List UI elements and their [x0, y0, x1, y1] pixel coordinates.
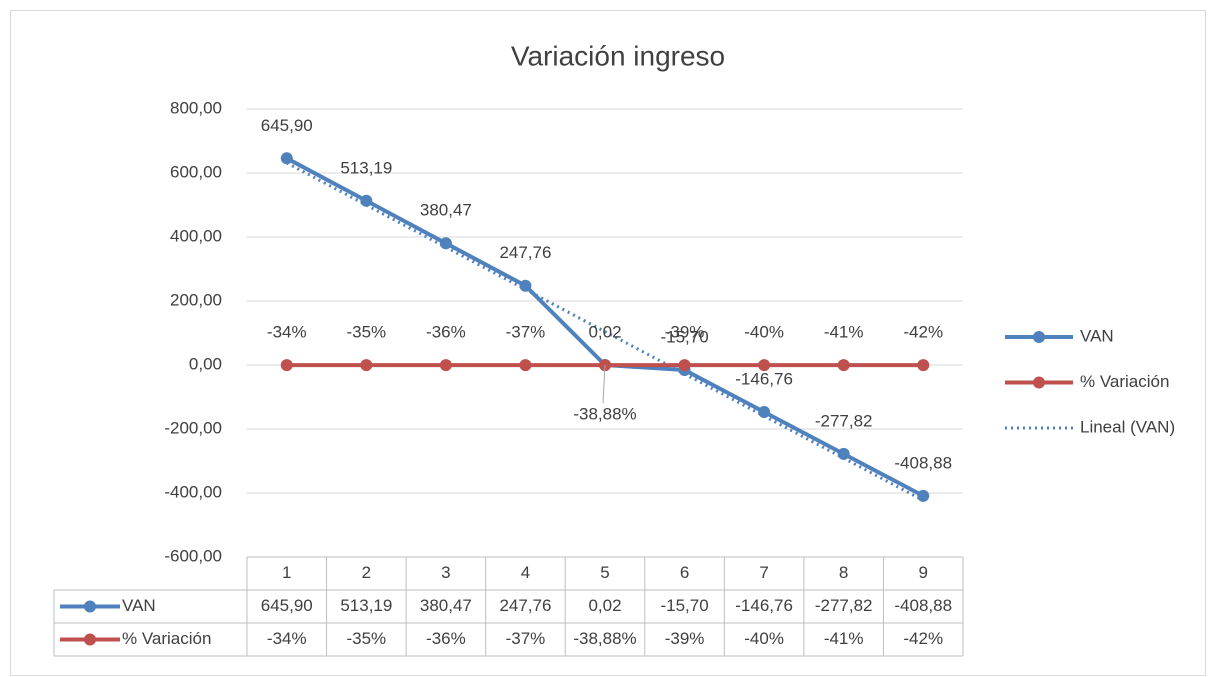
table-cell: 247,76 — [499, 596, 551, 615]
table-cell: -37% — [506, 629, 546, 648]
table-cell: -39% — [665, 629, 705, 648]
trendline — [286, 161, 924, 502]
table-cell: -38,88% — [573, 629, 636, 648]
table-cell: -277,82 — [815, 596, 873, 615]
data-label: -41% — [824, 323, 864, 342]
data-label: 247,76 — [499, 243, 551, 262]
y-tick-label: 200,00 — [170, 290, 222, 309]
marker — [917, 489, 930, 502]
x-tick-label: 7 — [759, 563, 768, 582]
x-tick-label: 1 — [282, 563, 291, 582]
data-label: -39% — [665, 323, 705, 342]
legend-label: Lineal (VAN) — [1080, 417, 1175, 436]
marker — [439, 237, 452, 250]
marker — [360, 194, 373, 207]
data-label: 0,02 — [588, 322, 621, 341]
legend-label: % Variación — [1080, 372, 1169, 391]
chart-frame — [10, 10, 1206, 676]
data-label: -277,82 — [815, 411, 873, 430]
marker — [439, 359, 452, 372]
table-cell: -408,88 — [894, 596, 952, 615]
data-label: -35% — [346, 323, 386, 342]
x-tick-label: 4 — [521, 563, 530, 582]
marker — [360, 359, 373, 372]
legend-marker — [1033, 331, 1045, 343]
y-tick-label: -400,00 — [164, 482, 222, 501]
table-legend-marker — [84, 633, 96, 646]
x-tick-label: 6 — [680, 563, 689, 582]
x-tick-label: 2 — [362, 563, 371, 582]
table-cell: -42% — [903, 629, 943, 648]
table-cell: 513,19 — [340, 596, 392, 615]
table-row-label: VAN — [122, 596, 156, 615]
table-cell: 645,90 — [261, 596, 313, 615]
table-cell: -40% — [744, 629, 784, 648]
table-cell: -146,76 — [735, 596, 793, 615]
data-label: -40% — [744, 323, 784, 342]
y-tick-label: -600,00 — [164, 546, 222, 565]
table-cell: 0,02 — [588, 596, 621, 615]
x-tick-label: 5 — [600, 563, 609, 582]
x-tick-label: 9 — [918, 563, 927, 582]
legend-marker — [1033, 376, 1045, 389]
data-label: -408,88 — [894, 453, 952, 472]
table-cell: -34% — [267, 629, 307, 648]
data-label: 380,47 — [420, 201, 472, 220]
x-tick-label: 3 — [441, 563, 450, 582]
data-label: 513,19 — [340, 158, 392, 177]
marker — [837, 447, 850, 460]
table-cell: -15,70 — [660, 596, 708, 615]
marker — [519, 359, 532, 372]
table-cell: -41% — [824, 629, 864, 648]
marker — [280, 152, 293, 165]
marker — [519, 279, 532, 292]
data-label: -15,70 — [660, 328, 708, 347]
y-tick-label: 800,00 — [170, 98, 222, 117]
marker — [758, 405, 771, 418]
table-cell: -36% — [426, 629, 466, 648]
marker — [599, 359, 611, 372]
data-label: -34% — [267, 323, 307, 342]
data-label: -38,88% — [573, 405, 636, 424]
marker — [678, 359, 691, 372]
chart-title: Variación ingreso — [511, 40, 725, 71]
table-row-label: % Variación — [122, 629, 211, 648]
y-tick-label: 0,00 — [189, 354, 222, 373]
legend-label: VAN — [1080, 326, 1114, 345]
data-label: -37% — [506, 323, 546, 342]
table-cell: -35% — [346, 629, 386, 648]
data-label: -146,76 — [735, 369, 793, 388]
y-tick-label: 400,00 — [170, 226, 222, 245]
marker — [280, 359, 293, 372]
data-label: -36% — [426, 323, 466, 342]
marker — [837, 359, 850, 372]
x-tick-label: 8 — [839, 563, 848, 582]
table-cell: 380,47 — [420, 596, 472, 615]
marker — [758, 359, 771, 372]
leader-line — [602, 365, 606, 404]
y-tick-label: -200,00 — [164, 418, 222, 437]
data-label: 645,90 — [261, 116, 313, 135]
data-label: -42% — [903, 323, 943, 342]
y-tick-label: 600,00 — [170, 162, 222, 181]
marker — [917, 359, 930, 372]
table-legend-marker — [84, 600, 96, 613]
